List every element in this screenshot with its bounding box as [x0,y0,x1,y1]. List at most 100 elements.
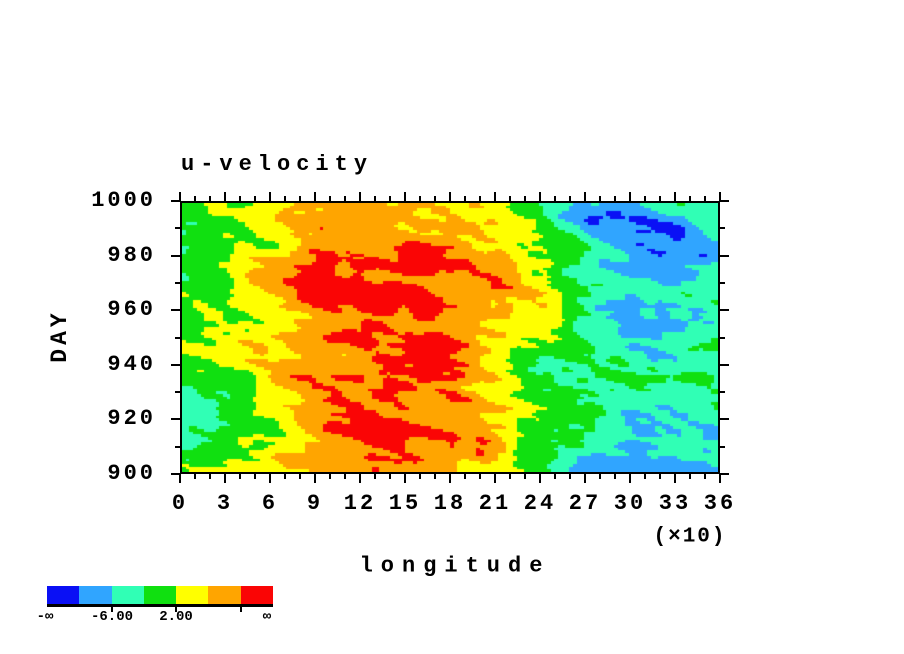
x-tick-label: 21 [478,491,512,516]
x-major-tick [359,192,361,201]
x-minor-tick [419,474,421,479]
colorbar [47,586,273,604]
x-minor-tick [599,196,601,201]
y-major-tick [171,473,180,475]
y-major-tick [720,418,729,420]
x-major-tick [314,474,316,483]
x-minor-tick [419,196,421,201]
x-minor-tick [524,474,526,479]
x-minor-tick [554,474,556,479]
colorbar-tick [111,604,113,612]
y-minor-tick [720,391,725,393]
y-tick-label: 1000 [91,188,156,213]
x-minor-tick [299,196,301,201]
y-minor-tick [720,337,725,339]
x-tick-label: 18 [433,491,467,516]
x-minor-tick [704,474,706,479]
x-minor-tick [329,474,331,479]
heatmap-canvas [182,203,718,472]
x-minor-tick [284,474,286,479]
x-tick-label: 15 [388,491,422,516]
colorbar-segment [176,586,209,604]
colorbar-tick-label: -6.00 [90,609,134,625]
x-major-tick [404,192,406,201]
x-minor-tick [239,196,241,201]
x-minor-tick [344,474,346,479]
y-tick-label: 900 [107,461,156,486]
colorbar-segment [79,586,112,604]
x-major-tick [629,192,631,201]
x-minor-tick [209,474,211,479]
x-axis-unit: (×10) [653,525,727,549]
x-minor-tick [554,196,556,201]
chart-title: u-velocity [181,152,374,177]
x-minor-tick [599,474,601,479]
y-minor-tick [175,391,180,393]
colorbar-tick-label: 2.00 [159,609,193,625]
y-major-tick [720,200,729,202]
y-tick-label: 960 [107,297,156,322]
x-minor-tick [254,474,256,479]
x-major-tick [404,474,406,483]
x-minor-tick [194,474,196,479]
x-minor-tick [689,196,691,201]
x-minor-tick [659,196,661,201]
x-minor-tick [374,196,376,201]
x-minor-tick [194,196,196,201]
x-major-tick [584,192,586,201]
colorbar-tick [240,604,242,612]
y-minor-tick [175,446,180,448]
x-major-tick [269,474,271,483]
y-minor-tick [720,282,725,284]
x-minor-tick [299,474,301,479]
colorbar-min-label: -∞ [36,609,54,625]
y-major-tick [720,473,729,475]
x-minor-tick [659,474,661,479]
x-tick-label: 33 [658,491,692,516]
x-tick-label: 9 [306,491,324,516]
x-major-tick [179,192,181,201]
colorbar-segment [240,586,273,604]
x-minor-tick [344,196,346,201]
y-major-tick [171,309,180,311]
y-major-tick [171,200,180,202]
x-tick-label: 24 [523,491,557,516]
x-minor-tick [389,474,391,479]
x-minor-tick [329,196,331,201]
x-minor-tick [509,474,511,479]
x-major-tick [719,474,721,483]
x-minor-tick [509,196,511,201]
x-major-tick [179,474,181,483]
x-minor-tick [209,196,211,201]
x-minor-tick [434,474,436,479]
y-tick-label: 920 [107,406,156,431]
x-minor-tick [614,196,616,201]
x-tick-label: 30 [613,491,647,516]
x-minor-tick [704,196,706,201]
colorbar-segment [47,586,80,604]
x-major-tick [224,474,226,483]
x-tick-label: 0 [171,491,189,516]
colorbar-segment [111,586,144,604]
y-minor-tick [720,227,725,229]
y-major-tick [171,255,180,257]
x-major-tick [269,192,271,201]
x-major-tick [674,474,676,483]
x-tick-label: 12 [343,491,377,516]
x-tick-label: 6 [261,491,279,516]
x-minor-tick [479,474,481,479]
x-major-tick [674,192,676,201]
x-tick-label: 27 [568,491,602,516]
y-major-tick [171,418,180,420]
x-minor-tick [479,196,481,201]
x-minor-tick [644,196,646,201]
y-tick-label: 940 [107,352,156,377]
plot-frame [180,201,720,474]
x-minor-tick [689,474,691,479]
x-minor-tick [464,196,466,201]
x-tick-label: 3 [216,491,234,516]
colorbar-max-label: ∞ [262,609,272,625]
x-major-tick [539,192,541,201]
x-minor-tick [644,474,646,479]
